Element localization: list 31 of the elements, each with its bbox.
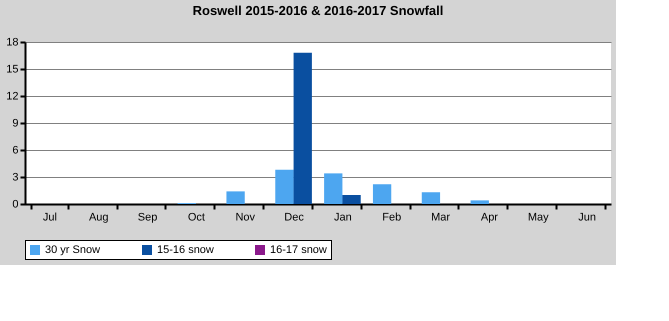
bar	[470, 200, 489, 204]
y-tick-label: 12	[6, 90, 18, 102]
x-tick-label: Feb	[382, 212, 402, 224]
y-tick-label: 3	[12, 172, 18, 184]
x-tick-label: Mar	[431, 212, 450, 224]
chart-title: Roswell 2015-2016 & 2016-2017 Snowfall	[192, 3, 444, 18]
x-tick-label: Nov	[235, 212, 256, 224]
legend-label: 16-17 snow	[270, 244, 327, 256]
x-tick-label: Oct	[188, 212, 205, 224]
bar	[342, 195, 361, 204]
y-tick-label: 9	[12, 118, 18, 130]
x-tick-label: Apr	[480, 212, 498, 224]
bar	[226, 191, 245, 204]
x-tick-label: May	[528, 212, 550, 224]
y-tick-label: 6	[12, 144, 18, 156]
bar	[324, 173, 342, 204]
x-tick-label: Sep	[138, 212, 158, 224]
bar	[372, 184, 392, 204]
x-tick-label: Jun	[578, 212, 596, 224]
x-tick-label: Jan	[334, 212, 352, 224]
bar	[422, 192, 440, 204]
bar	[294, 52, 312, 204]
legend-label: 30 yr Snow	[45, 244, 100, 256]
y-tick-label: 0	[12, 198, 18, 210]
x-tick-label: Dec	[284, 212, 304, 224]
y-tick-label: 18	[6, 36, 18, 48]
bar	[275, 170, 294, 204]
x-tick-label: Jul	[42, 212, 57, 224]
x-tick-label: Aug	[88, 212, 109, 224]
legend-label: 15-16 snow	[157, 244, 214, 256]
y-tick-label: 15	[6, 64, 18, 76]
